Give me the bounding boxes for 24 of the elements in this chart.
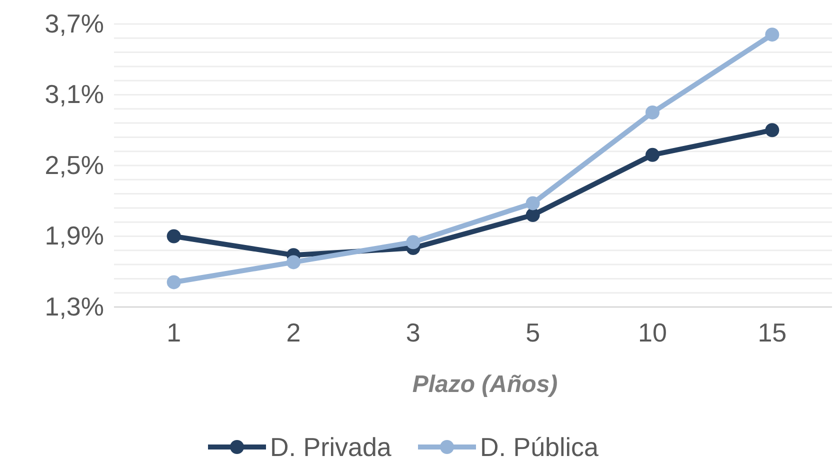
x-tick-label: 10 [638, 317, 667, 348]
y-tick-label: 3,1% [44, 79, 104, 110]
point [646, 148, 660, 162]
point [166, 229, 181, 244]
point [286, 255, 300, 270]
y-tick-label: 2,5% [44, 150, 104, 180]
x-axis-title: Plazo (Años) [412, 371, 558, 398]
x-tick-label: 3 [406, 317, 420, 348]
x-tick-label: 5 [526, 317, 540, 348]
x-tick-label: 2 [286, 317, 301, 348]
legend-label: D. Pública [480, 432, 600, 460]
point [765, 123, 780, 138]
point [765, 28, 780, 42]
point [526, 196, 540, 210]
y-tick-label: 3,7% [44, 8, 104, 38]
x-tick-label: 1 [166, 317, 182, 348]
point [406, 235, 420, 250]
point [646, 105, 660, 120]
point [526, 208, 540, 222]
y-tick-label: 1,3% [44, 291, 104, 322]
point [166, 275, 181, 290]
y-tick-label: 1,9% [44, 220, 104, 251]
legend-label: D. Privada [270, 432, 392, 460]
x-tick-label: 15 [758, 317, 787, 348]
